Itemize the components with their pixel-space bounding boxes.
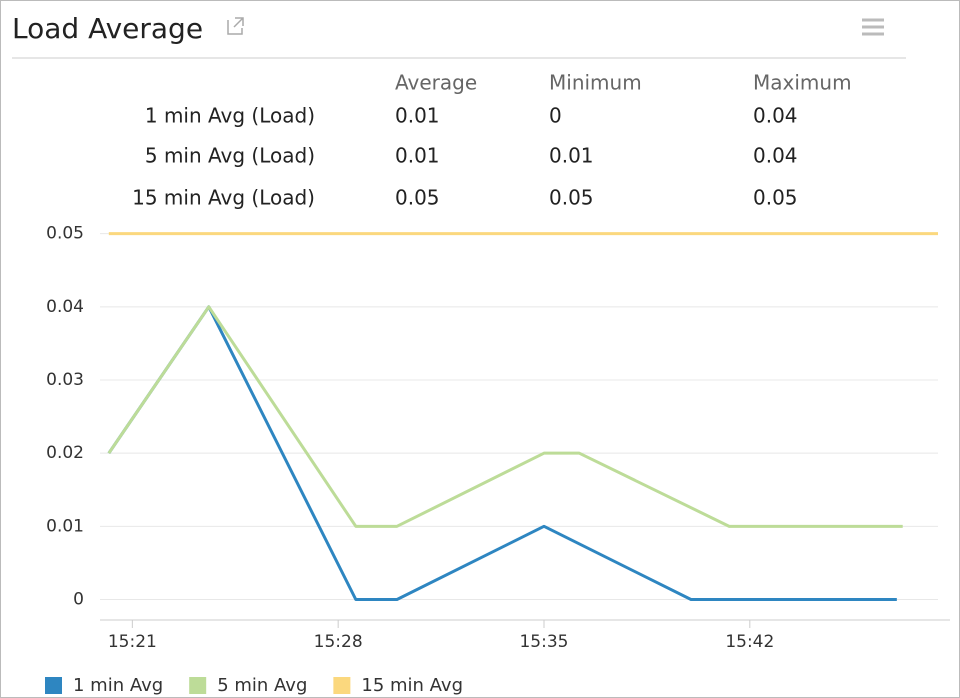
legend-label: 1 min Avg <box>73 675 163 696</box>
y-tick-label: 0.05 <box>46 224 84 244</box>
table-cell: 0.01 <box>395 144 440 168</box>
widget-title: Load Average <box>12 12 203 45</box>
table-cell: 0.01 <box>549 144 594 168</box>
x-tick-label: 15:28 <box>314 632 363 652</box>
table-cell: 0.05 <box>753 186 798 210</box>
x-tick-label: 15:42 <box>725 632 774 652</box>
y-tick-label: 0.02 <box>46 443 84 463</box>
x-tick-label: 15:35 <box>519 632 568 652</box>
x-tick-label: 15:21 <box>108 632 157 652</box>
table-cell: 0.05 <box>549 186 594 210</box>
legend-label: 15 min Avg <box>361 675 463 696</box>
y-tick-label: 0 <box>73 590 84 610</box>
legend-label: 5 min Avg <box>217 675 307 696</box>
legend-swatch <box>189 677 207 694</box>
table-cell: 0.04 <box>753 104 798 128</box>
row-label: 1 min Avg (Load) <box>145 104 315 128</box>
legend-swatch <box>333 677 351 694</box>
y-tick-label: 0.04 <box>46 297 84 317</box>
plot: 0 0.01 0.02 0.03 0.04 0.05 15:21 15:28 15:35 15:4… <box>45 224 950 696</box>
menu-icon[interactable] <box>862 18 884 36</box>
table-cell: 0 <box>549 104 562 128</box>
column-header: Average <box>395 71 477 95</box>
legend-swatch <box>45 677 62 694</box>
y-tick-label: 0.03 <box>46 370 84 390</box>
row-label: 5 min Avg (Load) <box>145 144 315 168</box>
table-cell: 0.04 <box>753 144 798 168</box>
column-header: Minimum <box>549 71 642 95</box>
table-cell: 0.05 <box>395 186 440 210</box>
column-header: Maximum <box>753 71 852 95</box>
series-line <box>107 305 903 528</box>
summary-table: Average Minimum Maximum 1 min Avg (Load) 0.0… <box>132 71 851 210</box>
row-label: 15 min Avg (Load) <box>132 186 315 210</box>
table-cell: 0.01 <box>395 104 440 128</box>
y-tick-label: 0.01 <box>46 516 84 536</box>
popout-icon[interactable] <box>227 17 244 35</box>
